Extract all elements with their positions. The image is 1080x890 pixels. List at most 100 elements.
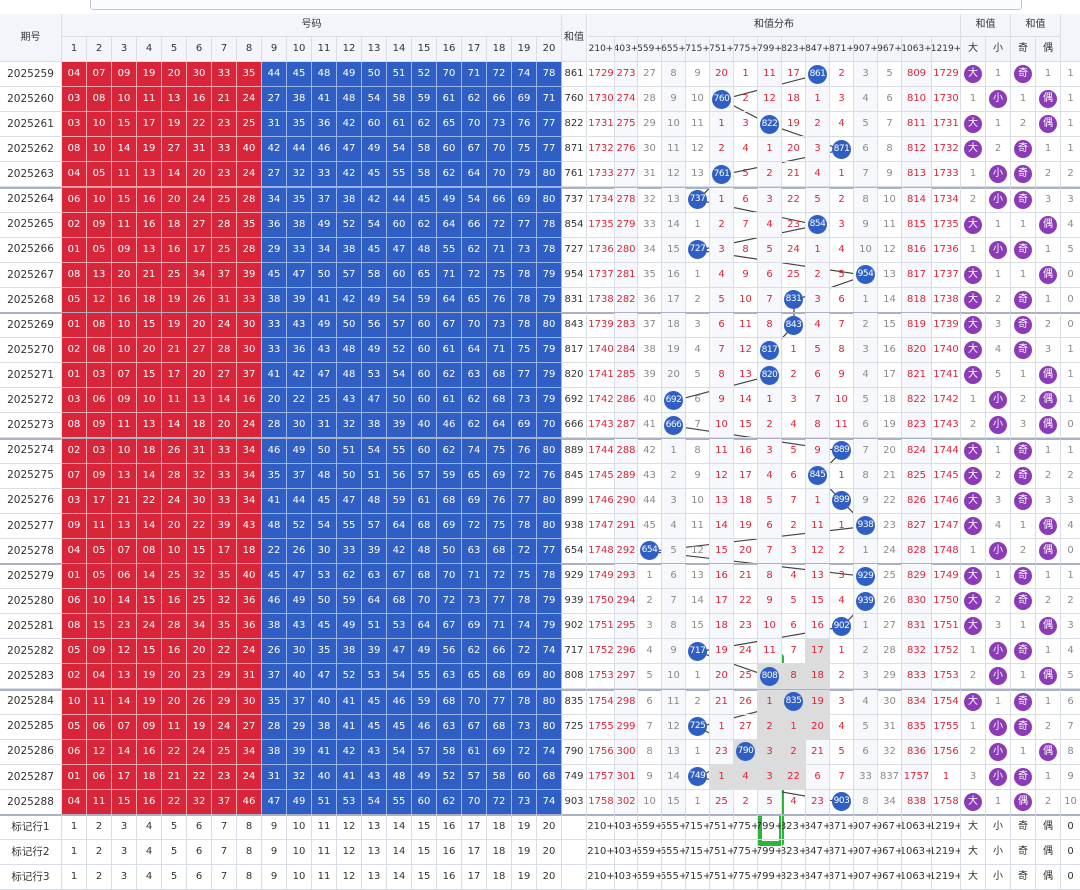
miss-count: 2 [830,664,854,690]
blue-number: 37 [287,689,312,715]
red-number: 26 [187,689,212,715]
miss-count: 288 [615,438,638,464]
sum-dist-cell: 760 [710,87,734,113]
size-mark: 大 [964,441,982,460]
blue-number: 79 [537,262,562,288]
red-number: 20 [187,639,212,665]
mark-cell: 小 [986,639,1011,665]
footer-range: 751+ [710,840,734,865]
miss-count: 1 [1036,287,1061,313]
mark-cell: 大 [961,338,986,364]
miss-count: 6 [782,463,806,489]
red-number: 35 [212,564,237,590]
red-number: 14 [212,388,237,414]
blue-number: 54 [312,513,337,539]
extra-count: 1 [1061,439,1080,464]
miss-count: 1 [686,664,710,690]
blue-number: 79 [537,338,562,364]
miss-count: 5 [662,538,686,564]
footer-range: 871+ [830,815,854,840]
blue-number: 50 [362,62,387,88]
miss-count: 2 [1011,538,1036,564]
miss-count: 21 [782,162,806,188]
red-number: 18 [162,212,187,238]
footer-range: 823+ [782,815,806,840]
extra-count: 2 [1061,589,1080,615]
red-number: 19 [162,112,187,138]
miss-count: 10 [638,789,662,815]
blue-number: 43 [362,764,387,790]
blue-number: 80 [537,488,562,514]
footer-range: 559+ [638,840,662,865]
mark-cell: 偶 [1036,262,1061,288]
footer-number: 13 [362,815,387,840]
blue-number: 77 [537,538,562,564]
blue-number: 53 [362,664,387,690]
miss-count: 295 [615,614,638,640]
red-number: 05 [87,564,112,590]
footer-small: 小 [986,815,1011,840]
red-number: 16 [137,212,162,238]
miss-count: 1742 [588,388,615,414]
blue-number: 53 [337,789,362,815]
red-number: 30 [237,689,262,715]
red-number: 10 [162,538,187,564]
miss-count: 16 [734,438,758,464]
miss-count: 18 [782,87,806,113]
mark-cell: 偶 [1036,87,1061,113]
sum-ball: 725 [688,717,707,737]
red-number: 13 [87,262,112,288]
footer-range: 1219+ [932,840,961,865]
miss-count: 825 [902,463,932,489]
miss-count: 29 [638,112,662,138]
filter-input[interactable] [90,0,1022,10]
blue-number: 48 [412,538,437,564]
footer-range: 847+ [806,840,830,865]
red-number: 13 [112,463,137,489]
miss-count: 2 [758,714,782,740]
mark-cell: 奇 [1011,237,1036,263]
red-number: 37 [212,262,237,288]
sum-dist-cell: 871 [830,137,854,163]
miss-count: 7 [830,313,854,339]
miss-count: 23 [878,513,902,539]
blue-number: 36 [312,112,337,138]
blue-number: 42 [262,137,287,163]
numbers-header: 号码 [62,14,562,37]
number-col-header: 15 [412,37,437,62]
blue-number: 58 [362,262,387,288]
blue-number: 68 [387,589,412,615]
miss-count: 5 [986,363,1011,389]
miss-count: 21 [806,739,830,765]
miss-count: 1756 [932,739,961,765]
red-number: 19 [187,714,212,740]
sum-value: 808 [562,664,587,690]
miss-count: 7 [638,714,662,740]
footer-number: 8 [237,815,262,840]
miss-count: 1 [782,714,806,740]
blue-number: 60 [412,313,437,339]
blue-number: 68 [412,564,437,590]
blue-number: 54 [387,287,412,313]
miss-count: 29 [878,664,902,690]
miss-count: 6 [710,313,734,339]
blue-number: 78 [537,237,562,263]
period-cell: 2025283 [0,664,62,690]
miss-count: 22 [782,764,806,790]
blue-number: 59 [387,488,412,514]
blue-number: 40 [312,689,337,715]
miss-count: 19 [734,513,758,539]
footer-range: 967+ [878,865,902,890]
blue-number: 76 [512,112,537,138]
blue-number: 22 [287,388,312,414]
sum-value: 749 [562,764,587,790]
blue-number: 78 [512,589,537,615]
sum-dist-cell: 822 [758,112,782,138]
miss-count: 17 [806,639,830,665]
sum-dist-cell: 725 [686,714,710,740]
miss-count: 2 [710,137,734,163]
blue-number: 30 [312,538,337,564]
blue-number: 54 [362,789,387,815]
blue-number: 77 [537,112,562,138]
number-col-header: 6 [187,37,212,62]
